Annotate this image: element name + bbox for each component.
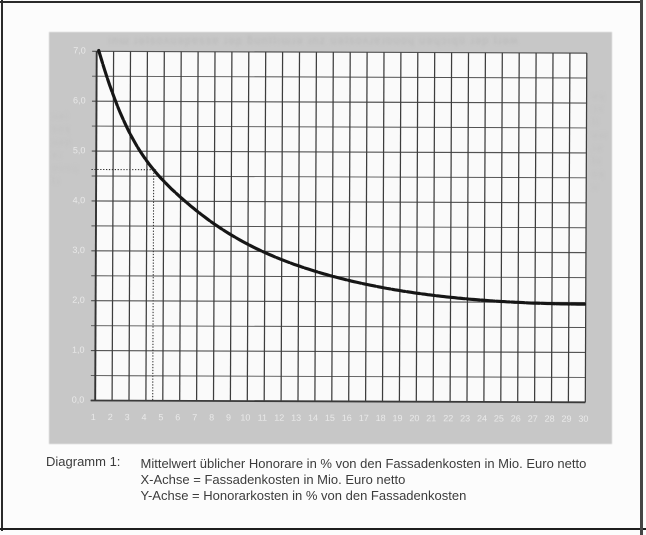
svg-text:0,0: 0,0 bbox=[72, 395, 85, 405]
svg-text:13: 13 bbox=[291, 413, 301, 423]
svg-text:17: 17 bbox=[359, 413, 369, 423]
svg-text:26: 26 bbox=[511, 414, 521, 424]
svg-text:20: 20 bbox=[409, 413, 419, 423]
svg-text:30: 30 bbox=[578, 414, 588, 424]
svg-text:6: 6 bbox=[175, 412, 180, 422]
svg-text:6,0: 6,0 bbox=[73, 95, 86, 105]
svg-text:7,0: 7,0 bbox=[73, 45, 86, 55]
svg-text:2,0: 2,0 bbox=[72, 295, 85, 305]
svg-text:27: 27 bbox=[528, 414, 538, 424]
svg-text:23: 23 bbox=[460, 413, 470, 423]
svg-text:19: 19 bbox=[392, 413, 402, 423]
svg-text:10: 10 bbox=[240, 413, 250, 423]
svg-text:25: 25 bbox=[494, 413, 504, 423]
svg-text:5: 5 bbox=[158, 412, 163, 422]
svg-text:7: 7 bbox=[192, 412, 197, 422]
svg-text:2: 2 bbox=[108, 412, 113, 422]
svg-text:18: 18 bbox=[376, 413, 386, 423]
svg-text:1: 1 bbox=[91, 412, 96, 422]
svg-text:4: 4 bbox=[141, 412, 146, 422]
svg-text:16: 16 bbox=[342, 413, 352, 423]
svg-text:28: 28 bbox=[545, 414, 555, 424]
svg-text:22: 22 bbox=[443, 413, 453, 423]
svg-text:8: 8 bbox=[209, 412, 214, 422]
svg-text:24: 24 bbox=[477, 413, 487, 423]
svg-text:5,0: 5,0 bbox=[73, 145, 86, 155]
svg-text:3,0: 3,0 bbox=[72, 245, 85, 255]
svg-text:15: 15 bbox=[325, 413, 335, 423]
svg-text:3: 3 bbox=[125, 412, 130, 422]
svg-text:14: 14 bbox=[308, 413, 318, 423]
svg-text:9: 9 bbox=[226, 412, 231, 422]
svg-text:29: 29 bbox=[561, 414, 571, 424]
svg-text:11: 11 bbox=[258, 413, 267, 423]
svg-text:21: 21 bbox=[426, 413, 436, 423]
svg-text:4,0: 4,0 bbox=[73, 195, 86, 205]
svg-text:12: 12 bbox=[274, 413, 284, 423]
svg-text:1,0: 1,0 bbox=[72, 345, 85, 355]
